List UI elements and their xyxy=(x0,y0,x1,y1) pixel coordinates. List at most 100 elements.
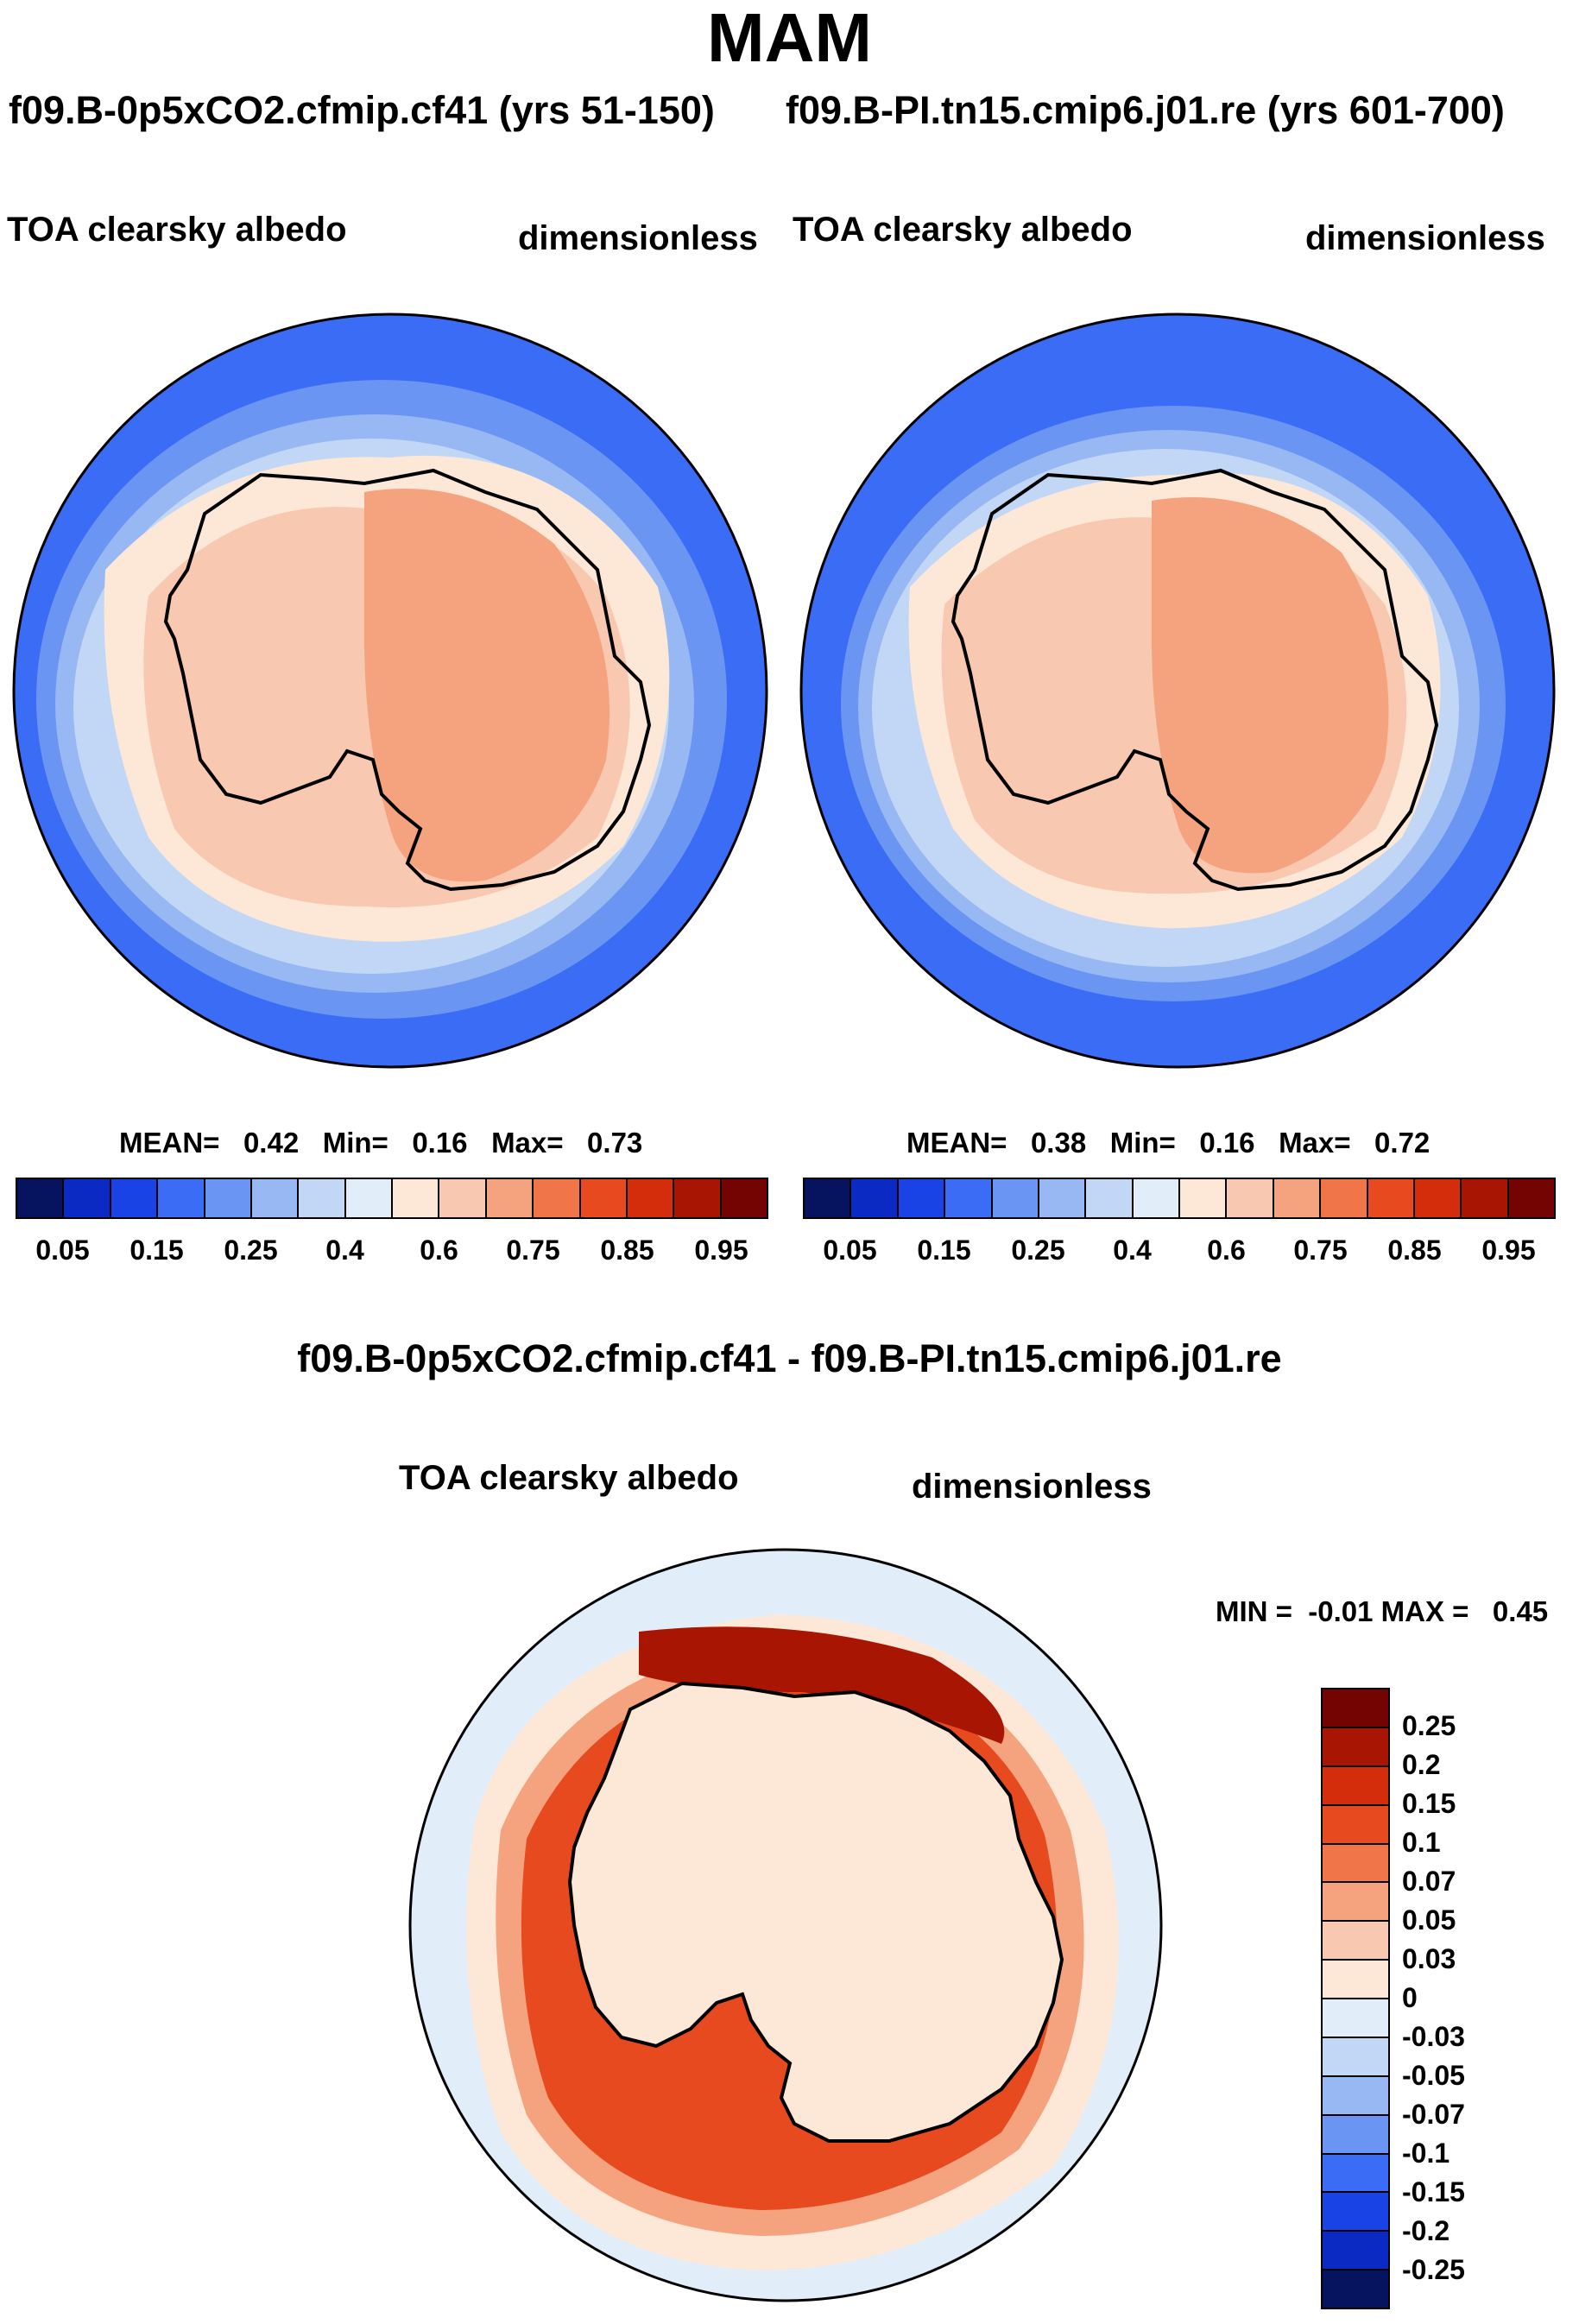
left-colorbar xyxy=(16,1178,768,1219)
colorbar-swatch xyxy=(251,1179,300,1217)
left-units-label: dimensionless xyxy=(518,219,758,257)
left-polar-map xyxy=(12,313,768,1069)
colorbar-tick-label: 0.15 xyxy=(129,1235,184,1266)
colorbar-tick-label: -0.25 xyxy=(1402,2254,1465,2285)
colorbar-swatch xyxy=(1462,1179,1509,1217)
right-max-value: 0.72 xyxy=(1374,1127,1431,1159)
colorbar-tick-label: 0.05 xyxy=(823,1235,877,1266)
colorbar-swatch xyxy=(1039,1179,1087,1217)
colorbar-swatch xyxy=(1323,1999,1388,2038)
colorbar-swatch xyxy=(1323,1883,1388,1923)
colorbar-swatch xyxy=(1323,2115,1388,2155)
colorbar-swatch xyxy=(1323,2270,1388,2308)
right-colorbar xyxy=(803,1178,1556,1219)
colorbar-tick-label: -0.03 xyxy=(1402,2021,1465,2052)
colorbar-swatch xyxy=(627,1179,675,1217)
colorbar-tick-label: 0.6 xyxy=(1207,1235,1246,1266)
right-mean-label: MEAN= xyxy=(906,1127,1007,1159)
colorbar-swatch xyxy=(486,1179,534,1217)
left-max-label: Max= xyxy=(491,1127,564,1159)
colorbar-swatch xyxy=(534,1179,581,1217)
colorbar-swatch xyxy=(64,1179,111,1217)
colorbar-swatch xyxy=(1508,1179,1554,1217)
colorbar-tick-label: 0.03 xyxy=(1402,1943,1456,1974)
colorbar-swatch xyxy=(111,1179,159,1217)
colorbar-swatch xyxy=(1180,1179,1228,1217)
colorbar-tick-label: 0.85 xyxy=(600,1235,654,1266)
right-min-value: 0.16 xyxy=(1199,1127,1255,1159)
colorbar-swatch xyxy=(805,1179,852,1217)
colorbar-swatch xyxy=(1227,1179,1274,1217)
colorbar-tick-label: 0.05 xyxy=(35,1235,90,1266)
colorbar-swatch xyxy=(992,1179,1039,1217)
colorbar-swatch xyxy=(158,1179,205,1217)
colorbar-tick-label: 0.4 xyxy=(325,1235,364,1266)
colorbar-tick-label: 0.15 xyxy=(1402,1788,1456,1819)
colorbar-tick-label: 0.95 xyxy=(694,1235,748,1266)
diff-units-label: dimensionless xyxy=(912,1468,1152,1506)
colorbar-tick-label: 0.07 xyxy=(1402,1866,1456,1897)
page-title: MAM xyxy=(706,0,873,76)
colorbar-swatch xyxy=(945,1179,993,1217)
colorbar-swatch xyxy=(1323,1689,1388,1728)
colorbar-swatch xyxy=(1323,1766,1388,1806)
colorbar-tick-label: -0.2 xyxy=(1402,2215,1450,2246)
colorbar-tick-label: 0.85 xyxy=(1387,1235,1442,1266)
colorbar-swatch xyxy=(1323,1805,1388,1845)
colorbar-swatch xyxy=(17,1179,65,1217)
colorbar-swatch xyxy=(1273,1179,1322,1217)
diff-minmax: MIN = -0.01 MAX = 0.45 xyxy=(1216,1595,1549,1627)
colorbar-tick-label: -0.07 xyxy=(1402,2099,1465,2130)
colorbar-tick-label: -0.15 xyxy=(1402,2176,1465,2207)
right-min-label: Min= xyxy=(1109,1127,1176,1159)
colorbar-swatch xyxy=(1323,2037,1388,2077)
colorbar-swatch xyxy=(1323,2076,1388,2116)
left-min-label: Min= xyxy=(322,1127,388,1159)
diff-variable-label: TOA clearsky albedo xyxy=(399,1459,739,1497)
colorbar-tick-label: 0.15 xyxy=(917,1235,971,1266)
colorbar-swatch xyxy=(898,1179,946,1217)
colorbar-tick-label: 0.05 xyxy=(1402,1904,1456,1936)
right-units-label: dimensionless xyxy=(1305,219,1545,257)
left-stats: MEAN= 0.42 Min= 0.16 Max= 0.73 xyxy=(119,1127,642,1159)
left-mean-label: MEAN= xyxy=(119,1127,220,1159)
colorbar-tick-label: 0.75 xyxy=(506,1235,560,1266)
colorbar-swatch xyxy=(721,1179,767,1217)
left-case-title: f09.B-0p5xCO2.cfmip.cf41 (yrs 51-150) xyxy=(9,88,715,132)
colorbar-swatch xyxy=(393,1179,440,1217)
colorbar-swatch xyxy=(1323,1727,1388,1767)
diff-case-title: f09.B-0p5xCO2.cfmip.cf41 - f09.B-PI.tn15… xyxy=(297,1336,1282,1380)
colorbar-tick-label: -0.1 xyxy=(1402,2138,1450,2169)
colorbar-swatch xyxy=(674,1179,722,1217)
colorbar-tick-label: 0.6 xyxy=(420,1235,458,1266)
colorbar-swatch xyxy=(1323,1844,1388,1884)
colorbar-tick-label: 0.95 xyxy=(1481,1235,1536,1266)
right-stats: MEAN= 0.38 Min= 0.16 Max= 0.72 xyxy=(906,1127,1430,1159)
colorbar-swatch xyxy=(851,1179,899,1217)
colorbar-swatch xyxy=(205,1179,252,1217)
right-mean-value: 0.38 xyxy=(1030,1127,1087,1159)
left-max-value: 0.73 xyxy=(587,1127,643,1159)
colorbar-tick-label: 0.1 xyxy=(1402,1827,1441,1858)
colorbar-swatch xyxy=(580,1179,628,1217)
colorbar-swatch xyxy=(1323,2193,1388,2232)
right-max-label: Max= xyxy=(1279,1127,1351,1159)
diff-polar-map xyxy=(408,1548,1163,2302)
colorbar-tick-label: 0.2 xyxy=(1402,1749,1441,1780)
colorbar-tick-label: 0.75 xyxy=(1293,1235,1348,1266)
right-polar-map xyxy=(799,313,1556,1069)
colorbar-swatch xyxy=(345,1179,393,1217)
right-variable-label: TOA clearsky albedo xyxy=(793,211,1133,249)
right-case-title: f09.B-PI.tn15.cmip6.j01.re (yrs 601-700) xyxy=(786,88,1505,132)
colorbar-swatch xyxy=(1321,1179,1368,1217)
left-mean-value: 0.42 xyxy=(243,1127,300,1159)
colorbar-tick-label: 0.25 xyxy=(224,1235,278,1266)
colorbar-swatch xyxy=(1367,1179,1415,1217)
left-min-value: 0.16 xyxy=(412,1127,468,1159)
colorbar-swatch xyxy=(1323,2232,1388,2271)
colorbar-swatch xyxy=(439,1179,487,1217)
diff-colorbar xyxy=(1321,1688,1390,2309)
colorbar-tick-label: 0.25 xyxy=(1402,1710,1456,1741)
left-variable-label: TOA clearsky albedo xyxy=(7,211,347,249)
colorbar-swatch xyxy=(1323,1961,1388,1999)
